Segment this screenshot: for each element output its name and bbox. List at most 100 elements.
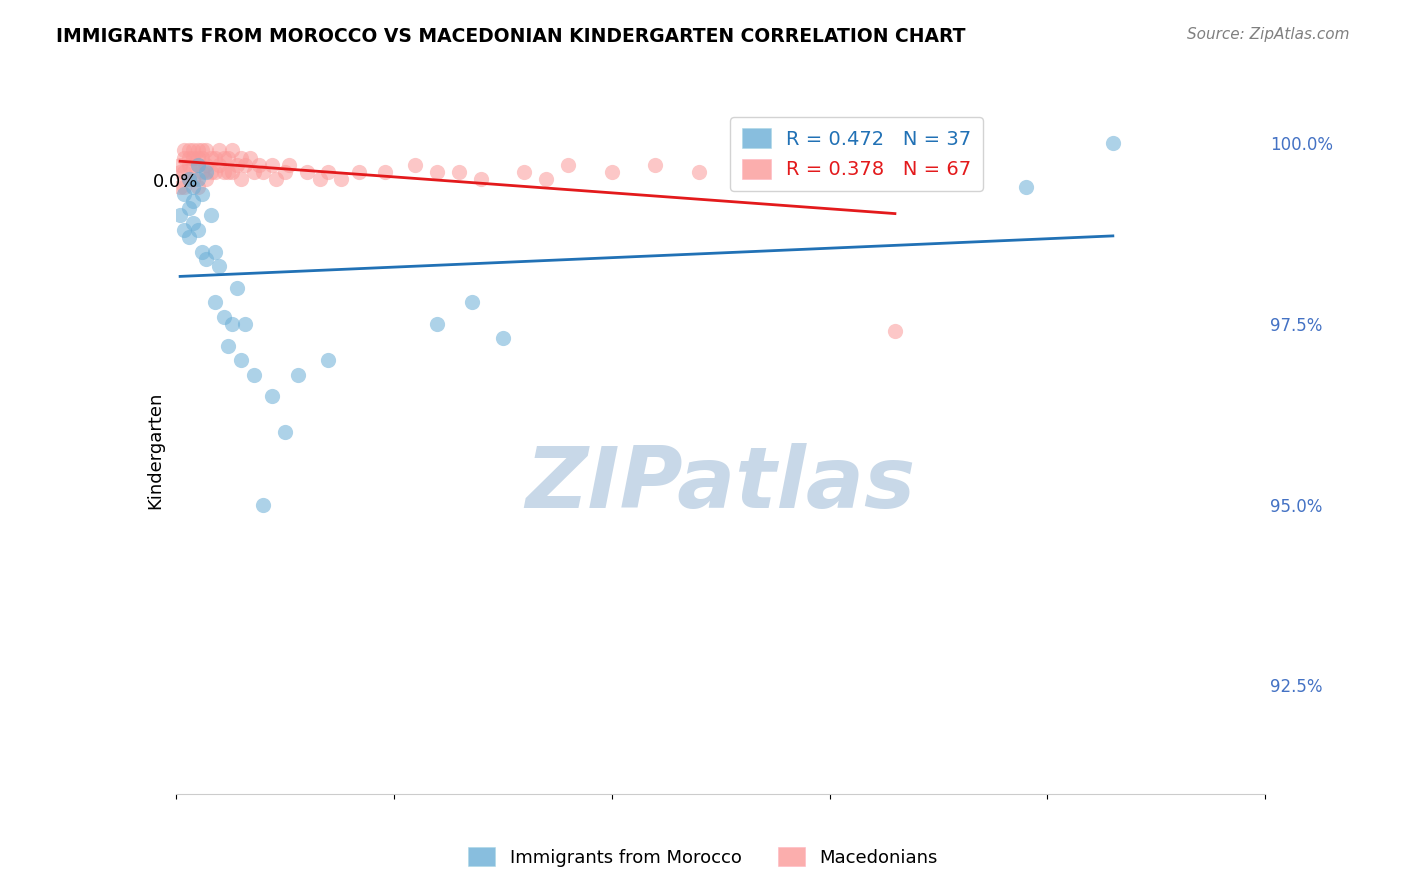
- Macedonians: [204, 151, 226, 165]
- Macedonians: [231, 151, 253, 165]
- Macedonians: [264, 172, 287, 186]
- Macedonians: [405, 158, 427, 172]
- Macedonians: [169, 158, 191, 172]
- Macedonians: [200, 165, 222, 179]
- Immigrants from Morocco: [186, 172, 209, 186]
- Macedonians: [200, 151, 222, 165]
- Macedonians: [731, 158, 754, 172]
- Macedonians: [186, 151, 209, 165]
- Macedonians: [247, 158, 270, 172]
- Legend: R = 0.472   N = 37, R = 0.378   N = 67: R = 0.472 N = 37, R = 0.378 N = 67: [730, 117, 983, 191]
- Macedonians: [274, 165, 297, 179]
- Macedonians: [208, 158, 231, 172]
- Macedonians: [347, 165, 370, 179]
- Immigrants from Morocco: [186, 223, 209, 237]
- Macedonians: [181, 151, 204, 165]
- Text: Source: ZipAtlas.com: Source: ZipAtlas.com: [1187, 27, 1350, 42]
- Macedonians: [181, 158, 204, 172]
- Text: 0.0%: 0.0%: [153, 173, 198, 191]
- Immigrants from Morocco: [191, 244, 214, 259]
- Macedonians: [186, 179, 209, 194]
- Macedonians: [204, 165, 226, 179]
- Immigrants from Morocco: [204, 244, 226, 259]
- Macedonians: [557, 158, 579, 172]
- Text: ZIPatlas: ZIPatlas: [526, 443, 915, 526]
- Immigrants from Morocco: [177, 201, 200, 215]
- Macedonians: [221, 144, 243, 158]
- Immigrants from Morocco: [186, 158, 209, 172]
- Macedonians: [181, 144, 204, 158]
- Macedonians: [177, 144, 200, 158]
- Immigrants from Morocco: [195, 165, 218, 179]
- Immigrants from Morocco: [225, 281, 247, 295]
- Macedonians: [235, 158, 257, 172]
- Macedonians: [212, 165, 235, 179]
- Macedonians: [173, 144, 195, 158]
- Immigrants from Morocco: [181, 216, 204, 230]
- Immigrants from Morocco: [318, 353, 340, 368]
- Immigrants from Morocco: [231, 353, 253, 368]
- Macedonians: [169, 179, 191, 194]
- Macedonians: [644, 158, 666, 172]
- Immigrants from Morocco: [173, 186, 195, 201]
- Macedonians: [173, 151, 195, 165]
- Macedonians: [177, 158, 200, 172]
- Macedonians: [212, 151, 235, 165]
- Macedonians: [295, 165, 318, 179]
- Immigrants from Morocco: [212, 310, 235, 324]
- Immigrants from Morocco: [181, 194, 204, 208]
- Immigrants from Morocco: [169, 209, 191, 223]
- Macedonians: [534, 172, 557, 186]
- Immigrants from Morocco: [191, 186, 214, 201]
- Macedonians: [513, 165, 536, 179]
- Immigrants from Morocco: [492, 331, 515, 345]
- Macedonians: [177, 151, 200, 165]
- Macedonians: [181, 172, 204, 186]
- Immigrants from Morocco: [252, 498, 274, 512]
- Macedonians: [252, 165, 274, 179]
- Macedonians: [688, 165, 710, 179]
- Immigrants from Morocco: [217, 338, 239, 352]
- Immigrants from Morocco: [195, 252, 218, 266]
- Macedonians: [225, 158, 247, 172]
- Macedonians: [243, 165, 266, 179]
- Macedonians: [191, 144, 214, 158]
- Macedonians: [191, 151, 214, 165]
- Immigrants from Morocco: [260, 389, 283, 403]
- Immigrants from Morocco: [181, 179, 204, 194]
- Macedonians: [173, 165, 195, 179]
- Macedonians: [330, 172, 353, 186]
- Macedonians: [318, 165, 340, 179]
- Immigrants from Morocco: [221, 317, 243, 331]
- Macedonians: [600, 165, 623, 179]
- Macedonians: [195, 158, 218, 172]
- Immigrants from Morocco: [1015, 179, 1038, 194]
- Macedonians: [217, 151, 239, 165]
- Y-axis label: Kindergarten: Kindergarten: [146, 392, 165, 509]
- Macedonians: [186, 144, 209, 158]
- Legend: Immigrants from Morocco, Macedonians: Immigrants from Morocco, Macedonians: [461, 840, 945, 874]
- Macedonians: [278, 158, 301, 172]
- Text: IMMIGRANTS FROM MOROCCO VS MACEDONIAN KINDERGARTEN CORRELATION CHART: IMMIGRANTS FROM MOROCCO VS MACEDONIAN KI…: [56, 27, 966, 45]
- Immigrants from Morocco: [177, 172, 200, 186]
- Macedonians: [177, 172, 200, 186]
- Macedonians: [195, 172, 218, 186]
- Macedonians: [195, 144, 218, 158]
- Immigrants from Morocco: [204, 295, 226, 310]
- Macedonians: [191, 165, 214, 179]
- Immigrants from Morocco: [208, 259, 231, 273]
- Macedonians: [374, 165, 396, 179]
- Macedonians: [260, 158, 283, 172]
- Macedonians: [884, 324, 907, 338]
- Immigrants from Morocco: [200, 209, 222, 223]
- Macedonians: [208, 144, 231, 158]
- Macedonians: [221, 165, 243, 179]
- Macedonians: [470, 172, 492, 186]
- Macedonians: [217, 165, 239, 179]
- Macedonians: [426, 165, 449, 179]
- Macedonians: [239, 151, 262, 165]
- Immigrants from Morocco: [426, 317, 449, 331]
- Immigrants from Morocco: [177, 230, 200, 244]
- Immigrants from Morocco: [235, 317, 257, 331]
- Immigrants from Morocco: [173, 223, 195, 237]
